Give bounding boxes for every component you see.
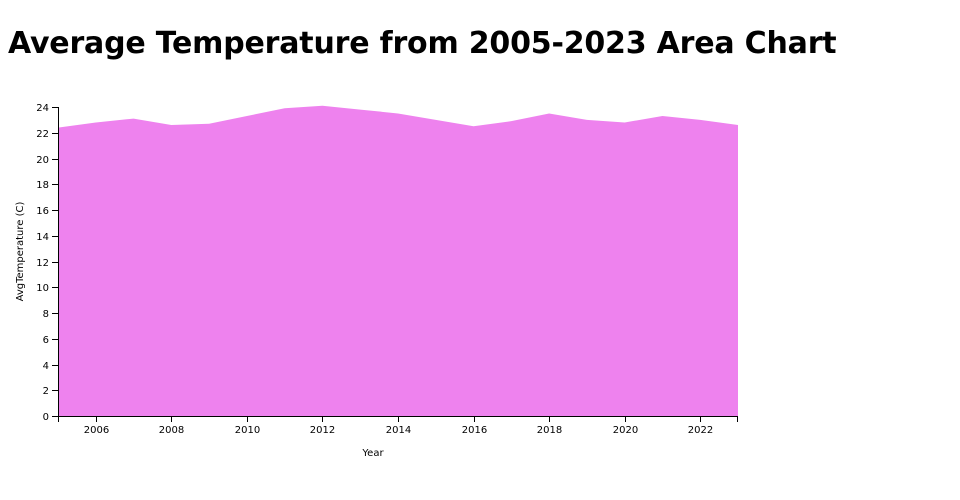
y-tick-label: 2 bbox=[43, 386, 49, 397]
y-axis-title: AvgTemperature (C) bbox=[15, 201, 26, 301]
x-tick-label: 2022 bbox=[688, 425, 713, 436]
y-tick-label: 16 bbox=[36, 206, 49, 217]
y-tick-label: 14 bbox=[36, 232, 49, 243]
x-tick-label: 2010 bbox=[235, 425, 260, 436]
chart-title: Average Temperature from 2005-2023 Area … bbox=[8, 26, 837, 61]
x-tick-label: 2006 bbox=[84, 425, 109, 436]
y-tick-label: 0 bbox=[43, 412, 49, 423]
x-tick-label: 2018 bbox=[537, 425, 562, 436]
area-series bbox=[58, 105, 738, 417]
y-tick-label: 18 bbox=[36, 180, 49, 191]
x-tick-label: 2014 bbox=[386, 425, 411, 436]
y-tick-label: 12 bbox=[36, 258, 49, 269]
x-tick-label: 2008 bbox=[159, 425, 184, 436]
y-tick-label: 4 bbox=[43, 361, 49, 372]
x-axis: 2006 2008 2010 2012 2014 2016 2018 2020 2022 bbox=[58, 416, 738, 436]
y-tick-label: 10 bbox=[36, 283, 49, 294]
y-tick-label: 24 bbox=[36, 103, 49, 114]
x-tick-label: 2012 bbox=[310, 425, 335, 436]
x-tick-label: 2020 bbox=[613, 425, 638, 436]
x-tick-label: 2016 bbox=[462, 425, 487, 436]
y-tick-label: 8 bbox=[43, 309, 49, 320]
y-tick-label: 6 bbox=[43, 335, 49, 346]
y-tick-label: 22 bbox=[36, 129, 49, 140]
plot-area bbox=[58, 105, 738, 417]
y-tick-label: 20 bbox=[36, 155, 49, 166]
x-axis-title: Year bbox=[361, 448, 384, 459]
